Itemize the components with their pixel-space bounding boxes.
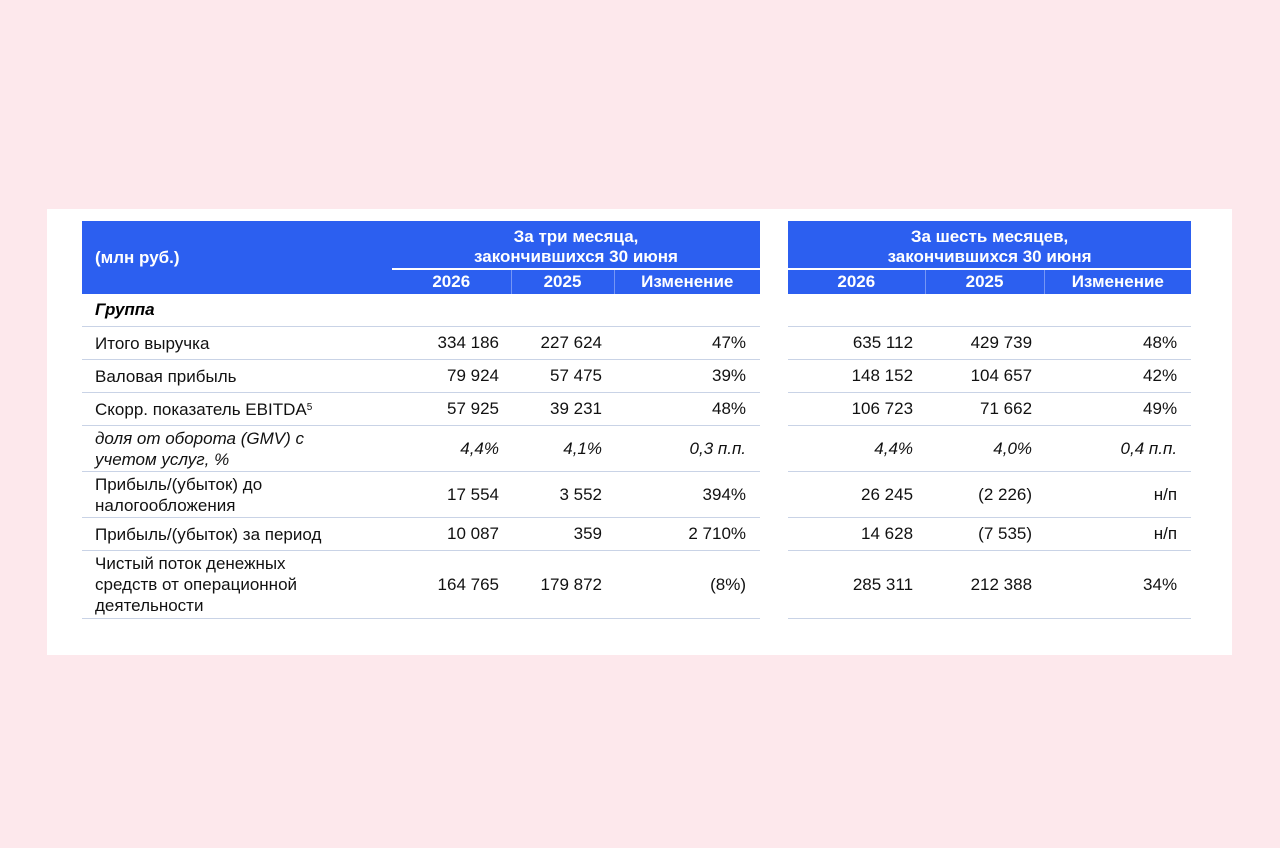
- cell-q-2026: 10 087: [392, 517, 511, 551]
- table-row: Скорр. показатель EBITDA5 57 925 39 231 …: [82, 392, 1192, 426]
- table-row: Валовая прибыль 79 924 57 475 39% 148 15…: [82, 359, 1192, 393]
- cell-h-2026: 26 245: [788, 471, 926, 518]
- row-label: доля от оборота (GMV) с учетом услуг, %: [82, 425, 392, 472]
- cell-h-change: 42%: [1044, 359, 1192, 393]
- units-header: (млн руб.): [82, 221, 392, 294]
- period-six-months-header: За шесть месяцев, закончившихся 30 июня: [788, 221, 1192, 270]
- cell-h-change: 0,4 п.п.: [1044, 425, 1192, 472]
- cell-q-change: 2 710%: [614, 517, 761, 551]
- cell-q-2025: 4,1%: [511, 425, 614, 472]
- cell-h-2025: 104 657: [925, 359, 1045, 393]
- table-row: доля от оборота (GMV) с учетом услуг, % …: [82, 425, 1192, 472]
- cell-h-change: 34%: [1044, 550, 1192, 619]
- period-three-months-header: За три месяца, закончившихся 30 июня: [392, 221, 761, 270]
- cell-h-2026: 14 628: [788, 517, 926, 551]
- table-row: Чистый поток денежных средств от операци…: [82, 550, 1192, 619]
- row-label-text: Скорр. показатель EBITDA: [95, 399, 307, 419]
- table-row: Итого выручка 334 186 227 624 47% 635 11…: [82, 326, 1192, 360]
- cell-q-change: 47%: [614, 326, 761, 360]
- cell-h-change: 49%: [1044, 392, 1192, 426]
- financial-table-card: (млн руб.) За три месяца, закончившихся …: [47, 209, 1232, 655]
- cell-h-change: н/п: [1044, 471, 1192, 518]
- period-six-text: За шесть месяцев, закончившихся 30 июня: [887, 227, 1092, 266]
- table-row: Прибыль/(убыток) за период 10 087 359 2 …: [82, 517, 1192, 551]
- cell-h-2025: 4,0%: [925, 425, 1045, 472]
- cell-q-2025: 39 231: [511, 392, 614, 426]
- cell-q-2025: 179 872: [511, 550, 614, 619]
- cell-h-2025: 429 739: [925, 326, 1045, 360]
- cell-h-change: н/п: [1044, 517, 1192, 551]
- row-label: Чистый поток денежных средств от операци…: [82, 550, 392, 619]
- col-header-2025-h: 2025: [924, 269, 1045, 294]
- cell-h-2025: (2 226): [925, 471, 1045, 518]
- cell-q-2025: 359: [511, 517, 614, 551]
- cell-q-2026: 17 554: [392, 471, 511, 518]
- cell-q-change: 39%: [614, 359, 761, 393]
- cell-q-2026: 334 186: [392, 326, 511, 360]
- cell-q-change: (8%): [614, 550, 761, 619]
- cell-q-2026: 79 924: [392, 359, 511, 393]
- row-label: Прибыль/(убыток) за период: [82, 517, 392, 551]
- cell-q-2025: 3 552: [511, 471, 614, 518]
- cell-h-2026: 4,4%: [788, 425, 926, 472]
- cell-h-2025: 71 662: [925, 392, 1045, 426]
- group-label: Группа: [82, 294, 392, 327]
- row-label: Валовая прибыль: [82, 359, 392, 393]
- cell-q-2026: 164 765: [392, 550, 511, 619]
- cell-h-2026: 285 311: [788, 550, 926, 619]
- period-three-text: За три месяца, закончившихся 30 июня: [474, 227, 678, 266]
- col-header-change-h: Изменение: [1043, 269, 1192, 294]
- footnote-marker: 5: [306, 401, 313, 413]
- cell-h-2025: 212 388: [925, 550, 1045, 619]
- cell-h-change: 48%: [1044, 326, 1192, 360]
- cell-q-change: 0,3 п.п.: [614, 425, 761, 472]
- row-label: Прибыль/(убыток) до налогообложения: [82, 471, 392, 518]
- cell-q-2025: 227 624: [511, 326, 614, 360]
- cell-h-2026: 148 152: [788, 359, 926, 393]
- cell-q-2026: 57 925: [392, 392, 511, 426]
- financial-results-table: (млн руб.) За три месяца, закончившихся …: [82, 221, 1192, 619]
- cell-q-change: 394%: [614, 471, 761, 518]
- row-label: Скорр. показатель EBITDA5: [82, 392, 392, 426]
- table-row: Прибыль/(убыток) до налогообложения 17 5…: [82, 471, 1192, 518]
- cell-h-2025: (7 535): [925, 517, 1045, 551]
- col-header-2026-q: 2026: [392, 269, 511, 294]
- row-label: Итого выручка: [82, 326, 392, 360]
- col-header-2025-q: 2025: [510, 269, 614, 294]
- col-header-2026-h: 2026: [788, 269, 926, 294]
- cell-q-2025: 57 475: [511, 359, 614, 393]
- col-header-change-q: Изменение: [613, 269, 761, 294]
- cell-h-2026: 635 112: [788, 326, 926, 360]
- cell-q-2026: 4,4%: [392, 425, 511, 472]
- cell-q-change: 48%: [614, 392, 761, 426]
- cell-h-2026: 106 723: [788, 392, 926, 426]
